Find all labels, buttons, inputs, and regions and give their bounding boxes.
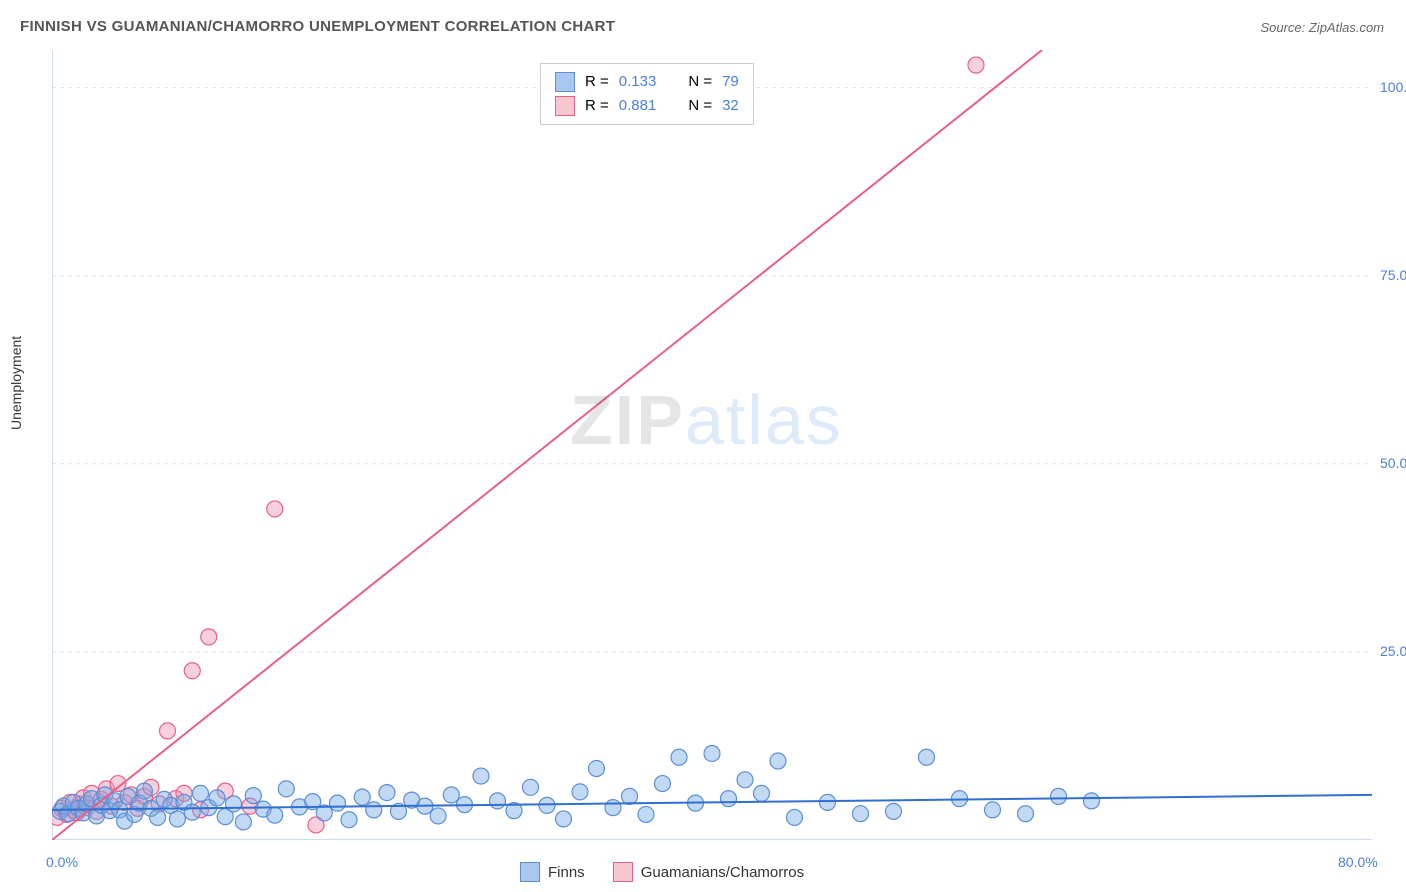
source-label: Source: ZipAtlas.com bbox=[1260, 20, 1384, 35]
legend-N-label-2: N = bbox=[688, 94, 712, 118]
legend-swatch-finns bbox=[555, 72, 575, 92]
legend-N-label: N = bbox=[688, 70, 712, 94]
legend-swatch-guam-2 bbox=[613, 862, 633, 882]
legend-R-guam: 0.881 bbox=[619, 94, 657, 118]
legend-row-guam: R = 0.881 N = 32 bbox=[555, 94, 739, 118]
legend-label-guam: Guamanians/Chamorros bbox=[641, 864, 804, 881]
legend-swatch-guam bbox=[555, 96, 575, 116]
legend-item-finns: Finns bbox=[520, 862, 585, 882]
legend-R-label-2: R = bbox=[585, 94, 609, 118]
legend-bottom: Finns Guamanians/Chamorros bbox=[520, 862, 804, 882]
legend-R-finns: 0.133 bbox=[619, 70, 657, 94]
legend-R-label: R = bbox=[585, 70, 609, 94]
y-axis-label: Unemployment bbox=[8, 336, 24, 430]
legend-item-guam: Guamanians/Chamorros bbox=[613, 862, 804, 882]
legend-row-finns: R = 0.133 N = 79 bbox=[555, 70, 739, 94]
legend-label-finns: Finns bbox=[548, 864, 585, 881]
scatter-plot bbox=[52, 50, 1372, 840]
legend-N-finns: 79 bbox=[722, 70, 739, 94]
chart-title: FINNISH VS GUAMANIAN/CHAMORRO UNEMPLOYME… bbox=[20, 18, 615, 35]
legend-swatch-finns-2 bbox=[520, 862, 540, 882]
legend-top: R = 0.133 N = 79 R = 0.881 N = 32 bbox=[540, 63, 754, 125]
legend-N-guam: 32 bbox=[722, 94, 739, 118]
